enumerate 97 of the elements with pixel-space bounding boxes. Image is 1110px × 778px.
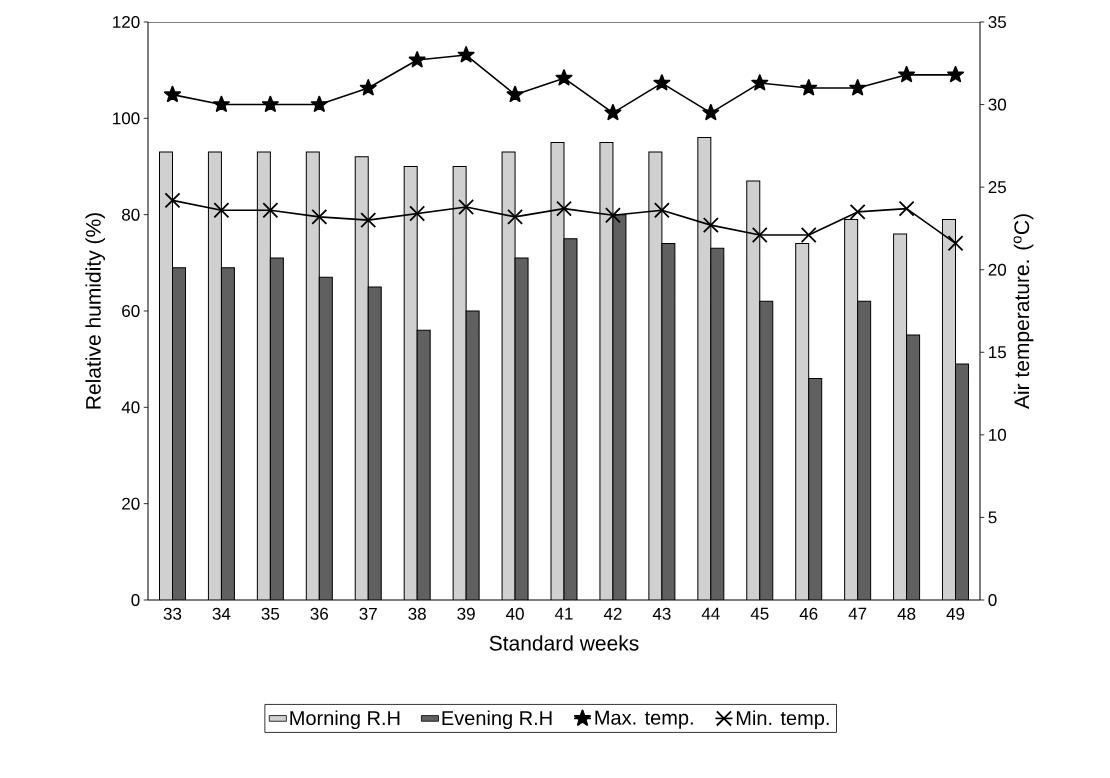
point bbox=[555, 69, 573, 86]
point bbox=[163, 85, 181, 103]
point bbox=[311, 208, 328, 225]
point bbox=[310, 95, 328, 112]
y-tick-label: 60 bbox=[122, 304, 140, 318]
y-tick-label: 120 bbox=[113, 15, 140, 29]
point bbox=[262, 202, 279, 219]
x-tick-label: 49 bbox=[946, 607, 965, 620]
bar bbox=[857, 301, 871, 600]
point bbox=[702, 217, 719, 234]
point bbox=[164, 192, 181, 209]
bar bbox=[159, 152, 173, 600]
y2-tick-label: 10 bbox=[989, 428, 1007, 441]
x-tick-label: 42 bbox=[603, 607, 622, 620]
point bbox=[212, 95, 230, 112]
bar bbox=[746, 180, 760, 600]
y-tick-label: 40 bbox=[121, 401, 140, 414]
x-tick-label: 46 bbox=[799, 607, 818, 620]
point bbox=[800, 79, 818, 96]
x-axis-title: Standard weeks bbox=[489, 635, 639, 651]
bar bbox=[893, 233, 907, 600]
point bbox=[849, 79, 867, 96]
y2-tick-label: 15 bbox=[989, 346, 1006, 359]
x-tick-label: 33 bbox=[163, 607, 182, 620]
point bbox=[360, 212, 377, 229]
bar bbox=[942, 218, 957, 600]
legend-label: Evening R.H bbox=[442, 710, 552, 730]
point bbox=[947, 65, 965, 83]
point bbox=[604, 103, 622, 121]
point bbox=[261, 95, 279, 112]
bar bbox=[208, 152, 222, 600]
point bbox=[702, 103, 720, 121]
point bbox=[653, 74, 671, 91]
point bbox=[800, 227, 817, 243]
point bbox=[458, 198, 475, 215]
y-tick-label: 0 bbox=[131, 593, 140, 607]
legend-label: Max. temp. bbox=[595, 710, 693, 729]
y-tick-label: 80 bbox=[122, 208, 140, 221]
bar bbox=[906, 335, 920, 600]
point bbox=[507, 208, 524, 225]
bar bbox=[710, 248, 724, 600]
point bbox=[849, 203, 866, 220]
y-axis-title: Relative humidity (%) bbox=[85, 213, 105, 409]
bar bbox=[697, 137, 711, 600]
x-tick-label: 43 bbox=[652, 607, 671, 620]
x-tick-label: 34 bbox=[212, 607, 231, 620]
y-tick-label: 20 bbox=[122, 497, 140, 510]
point bbox=[506, 85, 524, 103]
bar bbox=[306, 152, 320, 600]
bar bbox=[404, 166, 418, 600]
bar bbox=[319, 277, 333, 600]
y2-axis-title: Air temperature. ($^{o}$C) bbox=[1013, 214, 1034, 410]
x-tick-label: 40 bbox=[506, 607, 524, 620]
bar bbox=[759, 301, 773, 600]
bar bbox=[270, 258, 284, 600]
x-tick-label: 37 bbox=[359, 607, 377, 620]
bar bbox=[221, 267, 235, 600]
point bbox=[409, 205, 426, 222]
point bbox=[604, 207, 621, 224]
point bbox=[408, 51, 426, 68]
bar bbox=[808, 378, 822, 600]
bar bbox=[795, 243, 809, 600]
x-tick-label: 35 bbox=[261, 607, 280, 620]
point bbox=[213, 202, 230, 219]
point bbox=[359, 79, 377, 96]
x-tick-label: 44 bbox=[701, 607, 720, 620]
y2-tick-label: 35 bbox=[988, 15, 1006, 29]
legend-label: Min. temp. bbox=[736, 710, 829, 730]
y-tick-label: 100 bbox=[113, 112, 140, 125]
y2-tick-label: 0 bbox=[988, 593, 997, 607]
x-tick-label: 39 bbox=[457, 607, 475, 620]
y2-tick-label: 20 bbox=[988, 263, 1007, 276]
bar bbox=[355, 156, 369, 600]
point bbox=[457, 46, 475, 63]
y2-tick-label: 30 bbox=[988, 98, 1007, 111]
y2-tick-label: 25 bbox=[988, 181, 1006, 194]
x-tick-label: 36 bbox=[310, 607, 328, 620]
legend-label: Morning R.H bbox=[290, 710, 400, 730]
bar bbox=[417, 330, 431, 600]
bar bbox=[368, 286, 382, 600]
point bbox=[898, 200, 915, 217]
bar bbox=[844, 219, 858, 600]
point bbox=[556, 200, 572, 217]
y2-tick-label: 5 bbox=[988, 511, 997, 524]
point bbox=[898, 65, 916, 83]
x-tick-label: 41 bbox=[554, 607, 573, 620]
point bbox=[751, 227, 768, 243]
x-tick-label: 47 bbox=[848, 607, 867, 620]
bar bbox=[257, 152, 271, 600]
x-tick-label: 45 bbox=[750, 607, 769, 620]
point bbox=[947, 235, 964, 252]
bar bbox=[172, 267, 186, 600]
bar bbox=[955, 363, 970, 600]
point bbox=[751, 74, 769, 91]
x-tick-label: 38 bbox=[408, 607, 426, 620]
x-tick-label: 48 bbox=[897, 607, 916, 620]
point bbox=[653, 202, 670, 219]
